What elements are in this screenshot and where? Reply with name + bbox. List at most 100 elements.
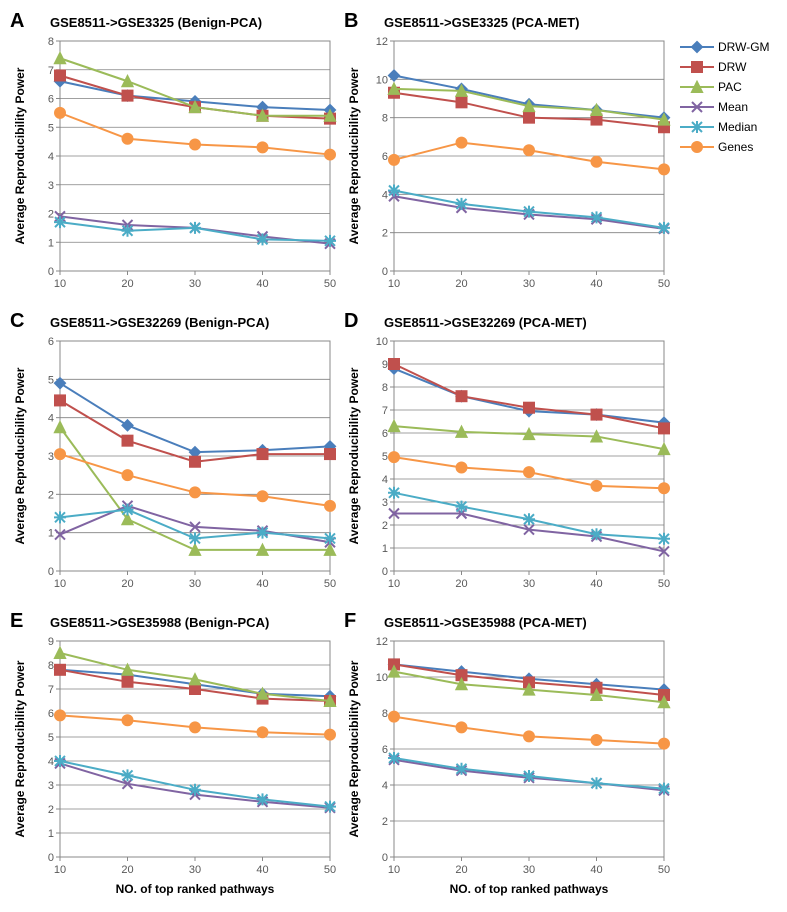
panel-title: GSE8511->GSE35988 (Benign-PCA) [40, 615, 269, 630]
legend-label: Mean [718, 100, 748, 114]
svg-text:10: 10 [388, 278, 400, 290]
svg-text:3: 3 [48, 451, 54, 463]
svg-text:0: 0 [48, 566, 54, 578]
svg-text:0: 0 [48, 266, 54, 278]
panel-title: GSE8511->GSE35988 (PCA-MET) [374, 615, 587, 630]
panel-letter: C [10, 310, 40, 333]
svg-text:NO. of top ranked pathways: NO. of top ranked pathways [116, 882, 275, 896]
svg-text:6: 6 [382, 428, 388, 440]
svg-text:20: 20 [121, 278, 133, 290]
chart: 0246810121020304050Average Reproducibili… [344, 635, 674, 906]
svg-text:10: 10 [54, 278, 66, 290]
svg-text:10: 10 [388, 864, 400, 876]
svg-text:6: 6 [48, 94, 54, 106]
svg-text:20: 20 [121, 864, 133, 876]
chart: 0123456781020304050Average Reproducibili… [10, 35, 340, 306]
panel-D: DGSE8511->GSE32269 (PCA-MET) 0 1 2 3 4 5 6 7 8 9 10… [344, 310, 674, 600]
svg-text:50: 50 [658, 864, 670, 876]
legend-swatch [680, 40, 714, 54]
legend-swatch [680, 140, 714, 154]
svg-text:4: 4 [382, 780, 388, 792]
svg-text:8: 8 [382, 708, 388, 720]
svg-text:12: 12 [376, 636, 388, 648]
svg-text:40: 40 [256, 578, 268, 590]
svg-text:30: 30 [189, 278, 201, 290]
svg-text:8: 8 [382, 113, 388, 125]
legend-swatch [680, 100, 714, 114]
svg-text:8: 8 [48, 660, 54, 672]
svg-text:7: 7 [382, 405, 388, 417]
svg-text:Average Reproducibility Power: Average Reproducibility Power [347, 367, 361, 544]
legend-item-drw: DRW [680, 60, 770, 74]
legend-item-genes: Genes [680, 140, 770, 154]
svg-text:1: 1 [48, 828, 54, 840]
svg-text:2: 2 [48, 209, 54, 221]
svg-text:4: 4 [382, 474, 388, 486]
svg-text:6: 6 [48, 336, 54, 348]
legend-label: Median [718, 120, 757, 134]
svg-text:3: 3 [48, 180, 54, 192]
svg-text:8: 8 [48, 36, 54, 48]
svg-text:10: 10 [376, 74, 388, 86]
svg-text:1: 1 [382, 543, 388, 555]
svg-text:5: 5 [382, 451, 388, 463]
svg-text:12: 12 [376, 36, 388, 48]
svg-text:0: 0 [382, 852, 388, 864]
svg-text:40: 40 [590, 864, 602, 876]
svg-text:40: 40 [590, 578, 602, 590]
svg-text:Average Reproducibility Power: Average Reproducibility Power [13, 660, 27, 837]
legend-label: DRW [718, 60, 746, 74]
svg-text:9: 9 [382, 359, 388, 371]
panel-letter: F [344, 610, 374, 633]
svg-text:8: 8 [382, 382, 388, 394]
chart: 01234567891020304050Average Reproducibil… [10, 635, 340, 906]
panel-letter: B [344, 10, 374, 33]
svg-text:4: 4 [48, 413, 54, 425]
legend-swatch [680, 80, 714, 94]
panel-F: FGSE8511->GSE35988 (PCA-MET)024681012102… [344, 610, 674, 900]
svg-text:4: 4 [48, 756, 54, 768]
svg-text:Average Reproducibility Power: Average Reproducibility Power [13, 67, 27, 244]
svg-text:5: 5 [48, 122, 54, 134]
svg-text:30: 30 [189, 578, 201, 590]
svg-text:10: 10 [54, 578, 66, 590]
svg-text:2: 2 [382, 520, 388, 532]
svg-text:2: 2 [48, 489, 54, 501]
svg-text:1: 1 [48, 528, 54, 540]
chart: 0246810121020304050Average Reproducibili… [344, 35, 674, 306]
svg-text:Average Reproducibility Power: Average Reproducibility Power [13, 367, 27, 544]
legend-swatch [680, 60, 714, 74]
panel-letter: A [10, 10, 40, 33]
svg-text:2: 2 [48, 804, 54, 816]
legend-label: PAC [718, 80, 742, 94]
chart: 01234561020304050Average Reproducibility… [10, 335, 340, 606]
legend-swatch [680, 120, 714, 134]
svg-text:0: 0 [48, 852, 54, 864]
panel-title: GSE8511->GSE3325 (PCA-MET) [374, 15, 579, 30]
svg-text:7: 7 [48, 65, 54, 77]
svg-text:0: 0 [382, 566, 388, 578]
svg-text:30: 30 [523, 278, 535, 290]
svg-text:Average Reproducibility Power: Average Reproducibility Power [347, 660, 361, 837]
svg-text:50: 50 [324, 278, 336, 290]
svg-text:5: 5 [48, 732, 54, 744]
svg-text:30: 30 [523, 864, 535, 876]
svg-text:4: 4 [382, 189, 388, 201]
panel-C: CGSE8511->GSE32269 (Benign-PCA)012345610… [10, 310, 340, 600]
svg-text:50: 50 [658, 278, 670, 290]
figure-wrapper: AGSE8511->GSE3325 (Benign-PCA)0123456781… [10, 10, 777, 900]
panel-title: GSE8511->GSE3325 (Benign-PCA) [40, 15, 262, 30]
svg-text:10: 10 [376, 336, 388, 348]
svg-text:5: 5 [48, 374, 54, 386]
legend-item-drwgm: DRW-GM [680, 40, 770, 54]
svg-text:0: 0 [382, 266, 388, 278]
svg-text:9: 9 [48, 636, 54, 648]
svg-text:20: 20 [121, 578, 133, 590]
svg-text:2: 2 [382, 816, 388, 828]
panel-letter: D [344, 310, 374, 333]
svg-text:Average Reproducibility Power: Average Reproducibility Power [347, 67, 361, 244]
legend-label: Genes [718, 140, 753, 154]
svg-text:20: 20 [455, 278, 467, 290]
svg-text:3: 3 [382, 497, 388, 509]
panel-title: GSE8511->GSE32269 (PCA-MET) [374, 315, 587, 330]
